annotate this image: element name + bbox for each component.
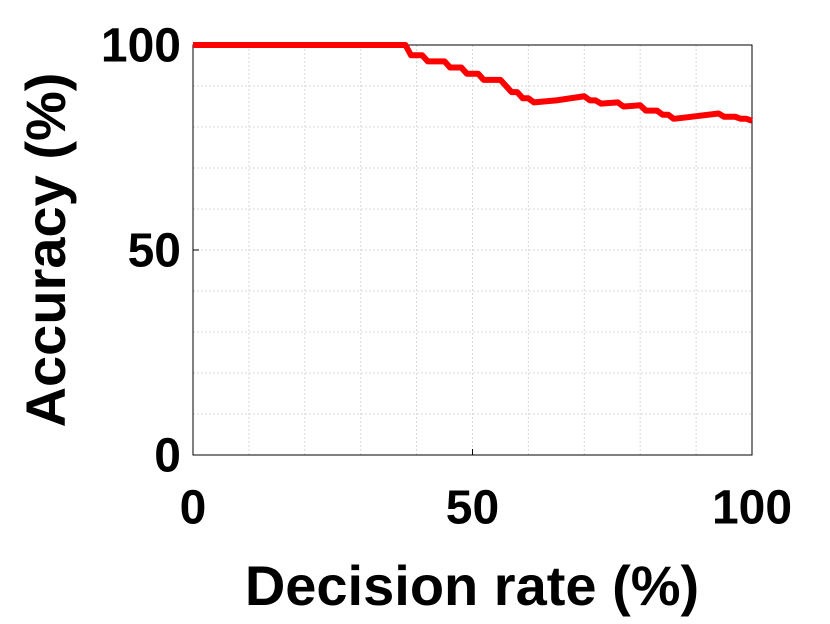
x-axis-label: Decision rate (%) (245, 554, 699, 617)
plot-frame (192, 44, 753, 456)
x-tick-label: 100 (712, 482, 792, 535)
y-tick-label: 100 (101, 20, 181, 73)
x-tick-label: 0 (180, 482, 207, 535)
y-axis-label: Accuracy (%) (14, 73, 77, 428)
y-tick-label: 0 (154, 430, 181, 483)
y-tick-label: 50 (128, 225, 181, 278)
data-line (193, 42, 754, 124)
x-tick-label: 50 (446, 482, 499, 535)
